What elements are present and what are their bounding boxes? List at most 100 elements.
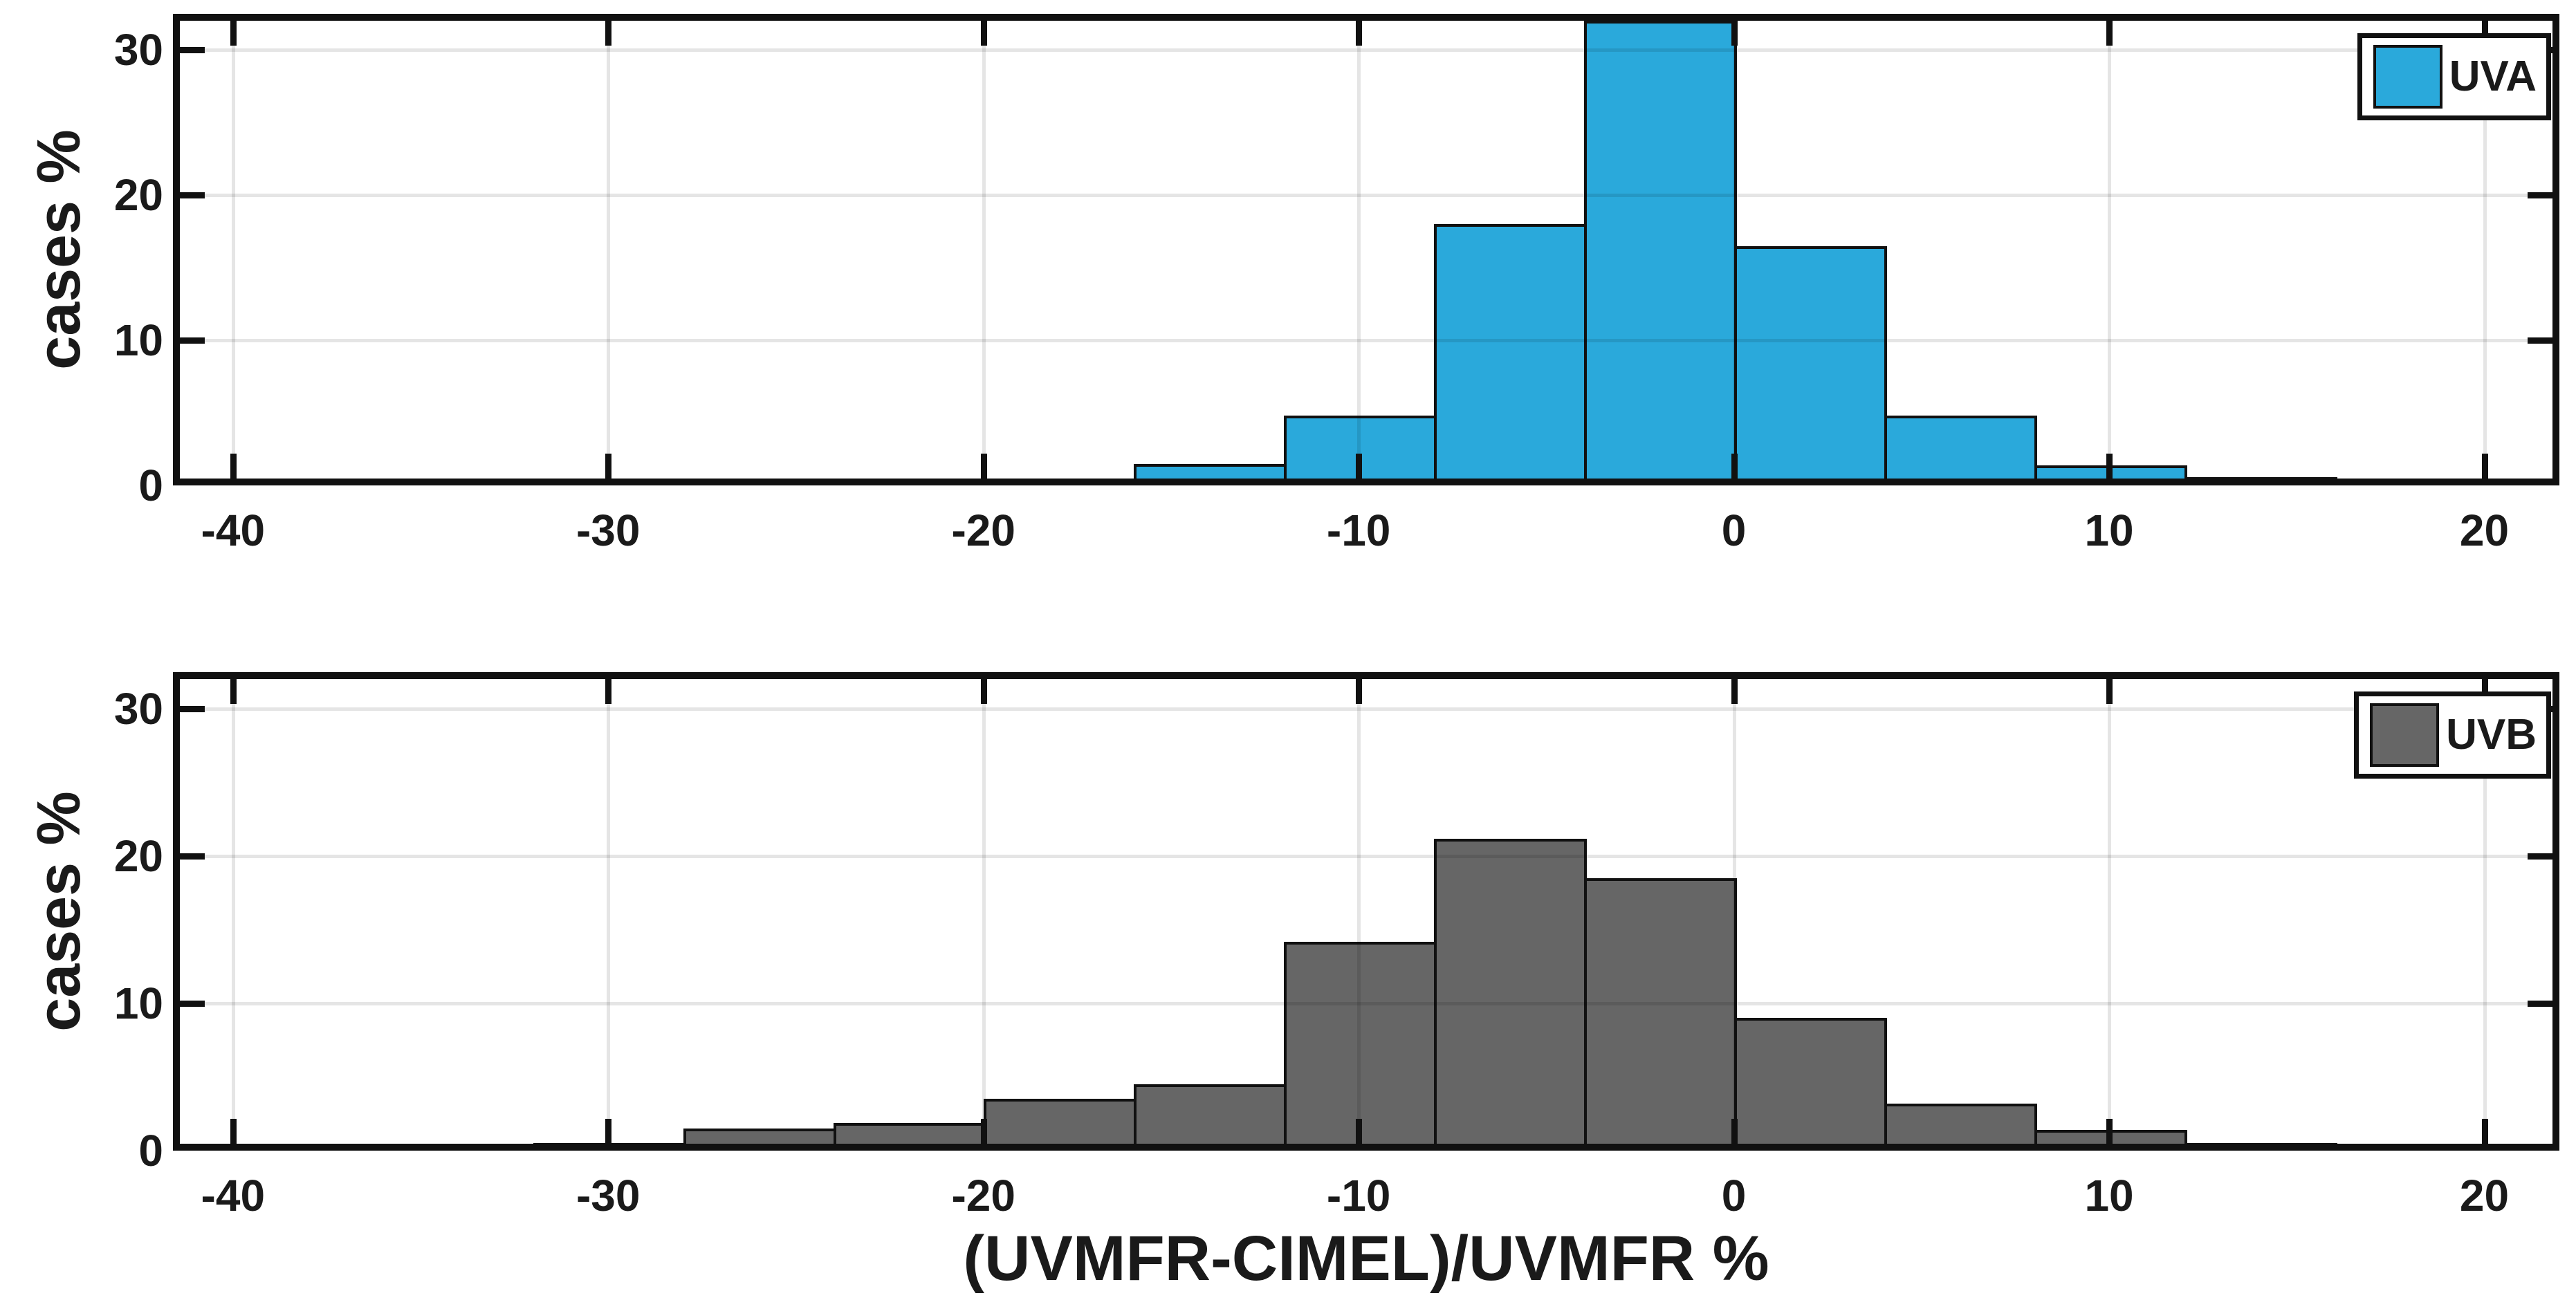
x-tick-mark: [230, 679, 237, 704]
histogram-bar: [984, 479, 1137, 485]
histogram-bar: [1884, 1104, 2037, 1151]
y-tick-mark: [180, 337, 205, 344]
y-tick-mark: [2528, 337, 2552, 344]
x-gridline: [607, 672, 610, 1151]
x-gridline: [2108, 14, 2111, 485]
y-gridline: [173, 194, 2559, 197]
x-tick-mark: [2106, 679, 2113, 704]
legend-label: UVB: [2446, 711, 2537, 759]
histogram-bar: [2184, 1143, 2337, 1151]
y-gridline: [173, 855, 2559, 858]
y-tick-mark: [2528, 853, 2552, 860]
histogram-bar: [1584, 878, 1737, 1151]
y-tick-mark: [180, 706, 205, 712]
x-gridline: [2108, 672, 2111, 1151]
histogram-bar: [1584, 21, 1737, 485]
uvb-histogram-panel: UVB: [173, 672, 2559, 1151]
y-tick-mark: [2528, 192, 2552, 198]
x-tick-label: 0: [1721, 1171, 1747, 1220]
y-tick-label: 0: [138, 461, 163, 510]
x-tick-mark: [1356, 1119, 1362, 1144]
x-tick-mark: [981, 21, 987, 46]
x-tick-label: 0: [1721, 505, 1747, 555]
y-tick-label: 10: [113, 978, 163, 1028]
y-gridline: [173, 48, 2559, 52]
y-tick-label: 10: [113, 315, 163, 365]
x-tick-label: -30: [576, 505, 641, 555]
uva-histogram-panel: UVA: [173, 14, 2559, 485]
histogram-bar: [2184, 477, 2337, 485]
x-tick-mark: [2106, 21, 2113, 46]
y-tick-label: 20: [113, 170, 163, 220]
histogram-bar: [683, 1129, 836, 1151]
histogram-bar: [1134, 1084, 1287, 1151]
legend-swatch: [2370, 703, 2440, 767]
x-tick-label: 10: [2084, 505, 2134, 555]
x-tick-label: -20: [951, 505, 1015, 555]
histogram-bar: [834, 480, 986, 485]
x-tick-mark: [230, 1119, 237, 1144]
x-gridline: [2483, 672, 2487, 1151]
x-tick-mark: [605, 454, 611, 479]
x-tick-mark: [2106, 1119, 2113, 1144]
x-tick-label: -10: [1326, 1171, 1391, 1220]
x-tick-mark: [1356, 679, 1362, 704]
y-gridline: [173, 707, 2559, 711]
x-tick-mark: [605, 1119, 611, 1144]
x-gridline: [1357, 14, 1361, 485]
legend-label: UVA: [2449, 53, 2537, 100]
x-gridline: [232, 14, 235, 485]
x-gridline: [982, 672, 986, 1151]
x-gridline: [1733, 672, 1736, 1151]
x-tick-mark: [230, 454, 237, 479]
x-gridline: [2483, 14, 2487, 485]
x-tick-mark: [2482, 454, 2488, 479]
y-tick-mark: [180, 853, 205, 860]
x-tick-label: -20: [951, 1171, 1015, 1220]
x-tick-mark: [1731, 454, 1738, 479]
x-tick-mark: [1356, 21, 1362, 46]
histogram-bar: [834, 1123, 986, 1151]
x-tick-label: -40: [201, 1171, 266, 1220]
x-tick-mark: [981, 679, 987, 704]
histogram-bar: [683, 481, 836, 485]
x-gridline: [232, 672, 235, 1151]
plot-frame: [173, 14, 2559, 485]
x-tick-mark: [2106, 454, 2113, 479]
histogram-bar: [1434, 224, 1587, 485]
y-tick-mark: [2528, 1001, 2552, 1007]
y-tick-mark: [180, 47, 205, 53]
x-tick-mark: [1731, 1119, 1738, 1144]
x-tick-mark: [1356, 454, 1362, 479]
y-tick-label: 0: [138, 1126, 163, 1176]
x-tick-label: 20: [2459, 505, 2510, 555]
histogram-bar: [1134, 464, 1287, 485]
x-tick-mark: [605, 679, 611, 704]
x-gridline: [607, 14, 610, 485]
x-tick-mark: [981, 454, 987, 479]
y-gridline: [173, 1002, 2559, 1005]
x-tick-label: -10: [1326, 505, 1391, 555]
x-gridline: [982, 14, 986, 485]
x-tick-mark: [981, 1119, 987, 1144]
y-tick-label: 20: [113, 831, 163, 881]
x-tick-mark: [605, 21, 611, 46]
histogram-bar: [1434, 839, 1587, 1151]
x-gridline: [1357, 672, 1361, 1151]
x-tick-label: -30: [576, 1171, 641, 1220]
legend-box: UVB: [2354, 691, 2551, 779]
y-tick-label: 30: [113, 684, 163, 734]
x-tick-mark: [230, 21, 237, 46]
histogram-bar: [1884, 416, 2037, 485]
x-gridline: [1733, 14, 1736, 485]
legend-box: UVA: [2357, 33, 2551, 120]
x-tick-mark: [1731, 679, 1738, 704]
y-tick-mark: [180, 1001, 205, 1007]
x-tick-mark: [1731, 21, 1738, 46]
x-tick-label: 10: [2084, 1171, 2134, 1220]
x-axis-label: (UVMFR-CIMEL)/UVMFR %: [963, 1223, 1769, 1294]
histogram-bar: [984, 1099, 1137, 1151]
y-gridline: [173, 339, 2559, 342]
histogram-bar: [1734, 246, 1887, 485]
